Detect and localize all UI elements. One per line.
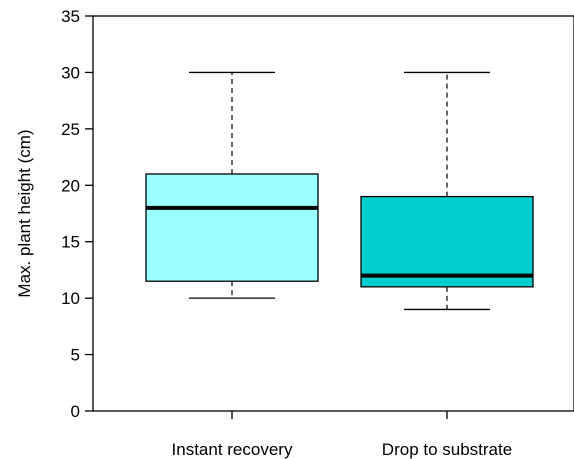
y-tick-label: 35 [61,7,80,26]
x-axis: Instant recovery Drop to substrate [172,411,512,459]
x-tick-label: Drop to substrate [382,440,512,459]
x-tick-label: Instant recovery [172,440,293,459]
y-tick-label: 25 [61,120,80,139]
boxes [145,71,534,311]
y-axis-title: Max. plant height (cm) [15,129,34,297]
plot-frame [92,15,574,412]
y-tick-label: 10 [61,289,80,308]
y-tick-label: 30 [61,63,80,82]
iqr-box [145,173,319,282]
y-tick-label: 20 [61,176,80,195]
y-tick-label: 15 [61,233,80,252]
y-tick-label: 0 [71,402,80,421]
box-series-1 [145,71,319,299]
y-axis: 0 5 10 15 20 25 30 35 [61,7,93,421]
box-series-2 [360,71,534,311]
y-tick-label: 5 [71,346,80,365]
iqr-box [360,195,534,288]
